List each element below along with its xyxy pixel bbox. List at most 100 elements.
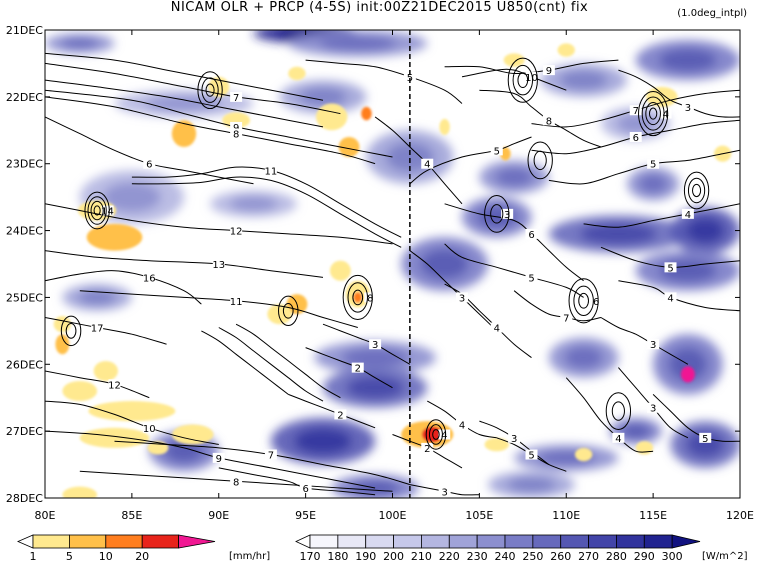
olr-colorbar-label-7: 240 (495, 550, 516, 561)
contour-label-bg-41 (699, 432, 712, 443)
closed-contour-ring-10-2 (60, 315, 82, 347)
contour-label-11: 17 (91, 324, 104, 335)
closed-contour-label-bg-7 (364, 292, 377, 303)
contour-line-30 (583, 203, 740, 228)
closed-contour-label-bg-2 (659, 108, 672, 119)
olr-region-core-28 (229, 196, 278, 212)
olr-colorbar-swatch-6 (476, 534, 506, 549)
precip-region-10 (353, 292, 363, 303)
contour-label-28: 6 (633, 133, 639, 144)
olr-region-core-0 (60, 37, 99, 49)
contour-label-bg-42 (612, 432, 625, 443)
closed-contour-ring-4-3 (568, 278, 599, 324)
closed-contour-ring-3-3 (507, 57, 538, 103)
olr-colorbar-swatch-5 (448, 534, 478, 549)
contour-label-bg-32 (525, 228, 538, 239)
olr-region-core-23 (78, 290, 117, 305)
contour-label-bg-46 (456, 419, 468, 430)
olr-colorbar-label-2: 190 (355, 550, 376, 561)
x-tick-label-0: 80E (35, 509, 56, 522)
contour-label-bg-21 (403, 71, 416, 82)
contour-line-8 (45, 203, 393, 245)
olr-region-core-4 (299, 87, 347, 107)
contour-label-1: 8 (233, 130, 239, 141)
x-tick-label-5: 105E (465, 509, 493, 522)
contour-label-37: 4 (667, 293, 673, 304)
contour-label-5: 6 (146, 160, 152, 171)
olr-colorbar-low-arrow (295, 534, 311, 549)
closed-contour-ring-11-2 (527, 141, 553, 180)
precip-region-13 (88, 401, 176, 422)
precip-region-7 (288, 66, 306, 81)
precip-region-28 (680, 366, 695, 383)
olr-colorbar-swatch-3 (393, 534, 422, 549)
olr-region-core-27 (616, 114, 655, 133)
closed-contour-label-bg-9 (438, 429, 451, 440)
precip-region-19 (171, 424, 214, 445)
x-tick-label-3: 95E (295, 509, 316, 522)
olr-colorbar-label-13: 300 (662, 550, 683, 561)
olr-colorbar-swatch-7 (504, 534, 534, 549)
contour-label-bg-22 (421, 158, 434, 169)
olr-colorbar-swatch-1 (337, 534, 367, 549)
closed-contour-ring-9-2 (428, 424, 443, 445)
contour-label-bg-45 (334, 409, 347, 420)
olr-colorbar-label-12: 290 (634, 550, 655, 561)
contour-label-30: 4 (685, 210, 691, 221)
x-tick-label-7: 115E (639, 509, 667, 522)
closed-contour-ring-8-1 (282, 302, 294, 319)
precip-colorbar-swatch-1 (69, 534, 107, 549)
closed-contour-9 (425, 419, 447, 450)
contour-label-20: 7 (268, 451, 274, 462)
x-tick-label-6: 110E (552, 509, 580, 522)
x-tick-label-1: 85E (121, 509, 142, 522)
contour-line-2 (45, 79, 324, 128)
olr-colorbar-high-arrow (671, 534, 701, 549)
olr-colorbar-swatch-0 (309, 534, 339, 549)
precip-colorbar-label-2: 10 (99, 550, 113, 561)
closed-contour-ring-5-2 (687, 177, 706, 204)
contour-label-bg-34 (490, 322, 503, 333)
contour-label-bg-18 (108, 379, 121, 390)
closed-contour-ring-2-1 (648, 107, 658, 120)
olr-colorbar-label-0: 170 (300, 550, 321, 561)
olr-region-core-15 (564, 346, 603, 369)
contour-label-bg-28 (629, 131, 642, 142)
olr-region-core-12 (420, 249, 469, 279)
closed-contour-label-bg-6 (501, 208, 514, 219)
closed-contour-ring-7-2 (347, 282, 368, 313)
contour-line-10 (45, 270, 202, 305)
olr-colorbar-label-9: 260 (550, 550, 571, 561)
precip-colorbar-label-1: 5 (66, 550, 73, 561)
olr-colorbar-label-1: 180 (327, 550, 348, 561)
contour-line-51 (218, 467, 376, 496)
contour-label-bg-44 (351, 362, 364, 373)
contour-label-bg-11 (91, 322, 104, 333)
closed-contour-ring-1-3 (197, 71, 223, 110)
olr-region-core-29 (638, 174, 668, 193)
closed-contour-label-4: 6 (593, 297, 599, 308)
contour-line-15 (201, 330, 289, 395)
precip-region-0 (86, 223, 143, 251)
closed-contour-label-7: 8 (367, 293, 373, 304)
contour-label-bg-23 (490, 145, 503, 156)
olr-colorbar-swatch-9 (560, 534, 589, 549)
contour-label-33: 5 (528, 273, 534, 284)
precip-region-25 (557, 43, 575, 57)
y-tick-label-3: 24DEC (6, 225, 43, 238)
olr-region-core-13 (341, 348, 409, 367)
contour-label-bg-50 (525, 449, 538, 460)
contour-label-bg-43 (369, 339, 382, 350)
precip-region-15 (62, 381, 98, 402)
closed-contour-ring-3-1 (517, 72, 529, 88)
contour-label-bg-16 (212, 452, 225, 463)
precip-colorbar-high-arrow (178, 534, 216, 549)
precip-region-23 (484, 437, 509, 452)
olr-colorbar-swatch-4 (421, 534, 450, 549)
olr-colorbar-label-8: 250 (522, 550, 543, 561)
olr-colorbar: 170 180 190 200 210 220 230 240 250 260 270 280 290 3… (295, 534, 748, 561)
precip-colorbar-label-0: 1 (30, 550, 37, 561)
contour-label-8: 12 (230, 227, 243, 238)
olr-colorbar-label-5: 220 (439, 550, 460, 561)
precip-region-17 (55, 334, 70, 355)
